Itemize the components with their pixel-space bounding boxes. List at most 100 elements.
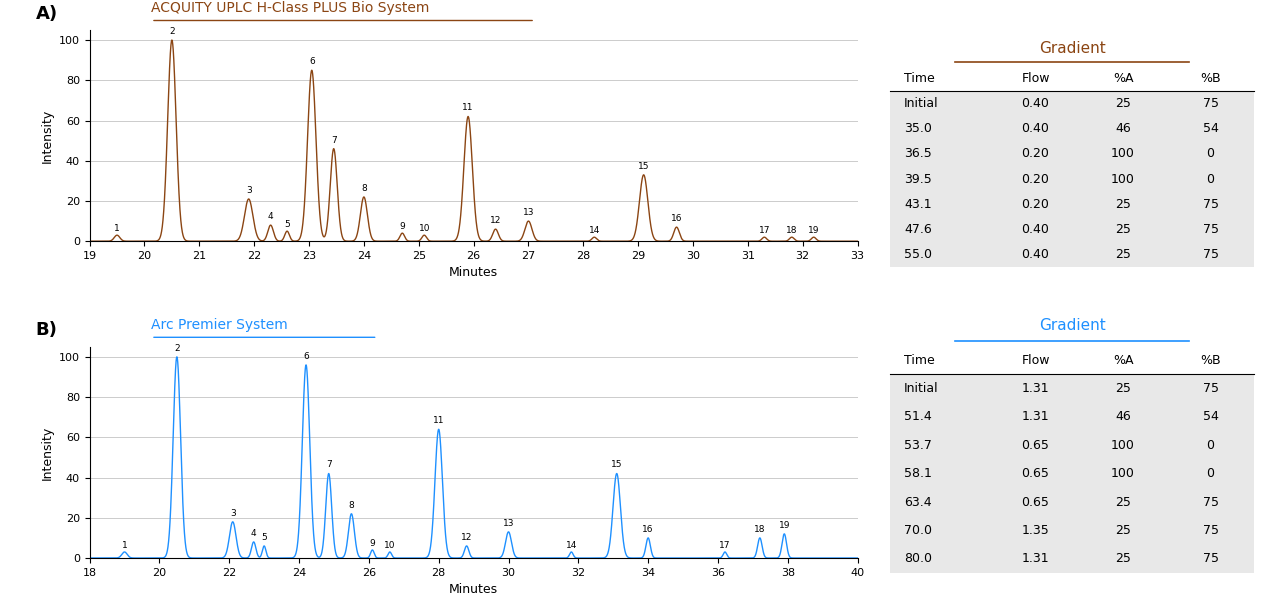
- Text: 100: 100: [1111, 173, 1135, 185]
- Bar: [1167, 91, 1254, 116]
- Bar: [1167, 167, 1254, 191]
- Bar: [992, 242, 1079, 267]
- Bar: [1167, 403, 1254, 431]
- Text: 75: 75: [1203, 553, 1219, 565]
- Text: 8: 8: [348, 501, 355, 510]
- Text: 0.65: 0.65: [1021, 467, 1050, 480]
- Bar: [992, 545, 1079, 573]
- Text: 14: 14: [589, 226, 600, 235]
- Text: 51.4: 51.4: [904, 410, 932, 424]
- Bar: [992, 191, 1079, 217]
- Text: 0.40: 0.40: [1021, 223, 1050, 236]
- Text: 4: 4: [268, 212, 274, 221]
- Text: %A: %A: [1112, 72, 1133, 85]
- Text: 0: 0: [1207, 173, 1215, 185]
- Text: Initial: Initial: [904, 97, 938, 110]
- Bar: [890, 91, 992, 116]
- Text: 0.40: 0.40: [1021, 248, 1050, 261]
- Text: 9: 9: [399, 222, 406, 231]
- Bar: [890, 545, 992, 573]
- Text: 0.20: 0.20: [1021, 148, 1050, 160]
- Text: 1: 1: [114, 224, 120, 233]
- Text: 10: 10: [419, 224, 430, 233]
- Bar: [1079, 545, 1167, 573]
- Text: 6: 6: [308, 57, 315, 66]
- Bar: [1167, 374, 1254, 403]
- Bar: [1167, 460, 1254, 488]
- Y-axis label: Intensity: Intensity: [41, 425, 54, 479]
- Text: 5: 5: [284, 220, 291, 229]
- Text: 46: 46: [1115, 410, 1132, 424]
- Text: Arc Premier System: Arc Premier System: [151, 318, 288, 332]
- Bar: [1079, 217, 1167, 242]
- Text: 2: 2: [174, 344, 179, 353]
- Text: 2: 2: [169, 27, 174, 36]
- Bar: [890, 242, 992, 267]
- Text: 15: 15: [611, 460, 622, 469]
- Bar: [1167, 516, 1254, 545]
- Bar: [1167, 431, 1254, 460]
- Text: 4: 4: [251, 529, 256, 538]
- Text: 5: 5: [261, 533, 268, 542]
- Bar: [1079, 242, 1167, 267]
- Text: 55.0: 55.0: [904, 248, 932, 261]
- Bar: [890, 431, 992, 460]
- Bar: [1079, 91, 1167, 116]
- Text: 100: 100: [1111, 439, 1135, 452]
- Text: 58.1: 58.1: [904, 467, 932, 480]
- Text: 14: 14: [566, 541, 577, 550]
- Text: Time: Time: [904, 72, 934, 85]
- Text: 25: 25: [1115, 553, 1132, 565]
- Text: 15: 15: [637, 162, 649, 171]
- Text: Gradient: Gradient: [1038, 41, 1106, 56]
- Bar: [1167, 142, 1254, 167]
- Text: 80.0: 80.0: [904, 553, 932, 565]
- Bar: [1167, 545, 1254, 573]
- Bar: [992, 403, 1079, 431]
- Text: 1.31: 1.31: [1021, 382, 1050, 395]
- Text: 8: 8: [361, 184, 367, 193]
- Text: 25: 25: [1115, 524, 1132, 537]
- Text: 75: 75: [1203, 248, 1219, 261]
- Text: Flow: Flow: [1021, 353, 1050, 367]
- Text: 1: 1: [122, 541, 128, 550]
- Bar: [1079, 167, 1167, 191]
- Text: 25: 25: [1115, 382, 1132, 395]
- Text: 12: 12: [490, 216, 502, 225]
- Bar: [1079, 142, 1167, 167]
- Text: 36.5: 36.5: [904, 148, 932, 160]
- Text: 7: 7: [326, 460, 332, 469]
- Bar: [1167, 191, 1254, 217]
- Text: B): B): [36, 322, 58, 340]
- Text: 100: 100: [1111, 467, 1135, 480]
- Text: 3: 3: [246, 186, 252, 195]
- X-axis label: Minutes: Minutes: [449, 266, 498, 280]
- Text: 100: 100: [1111, 148, 1135, 160]
- Bar: [1079, 516, 1167, 545]
- Text: 11: 11: [462, 103, 474, 112]
- Bar: [890, 191, 992, 217]
- Text: 63.4: 63.4: [904, 496, 932, 509]
- Bar: [1079, 116, 1167, 142]
- Text: 19: 19: [808, 226, 819, 235]
- Text: 19: 19: [778, 521, 790, 530]
- Text: Time: Time: [904, 353, 934, 367]
- Text: 1.31: 1.31: [1021, 410, 1050, 424]
- Bar: [1079, 374, 1167, 403]
- Text: 0.40: 0.40: [1021, 122, 1050, 136]
- Bar: [992, 91, 1079, 116]
- Text: 75: 75: [1203, 223, 1219, 236]
- Text: 25: 25: [1115, 248, 1132, 261]
- Bar: [992, 516, 1079, 545]
- Text: 43.1: 43.1: [904, 197, 932, 211]
- Text: 53.7: 53.7: [904, 439, 932, 452]
- Text: %A: %A: [1112, 353, 1133, 367]
- Bar: [1167, 242, 1254, 267]
- Text: 10: 10: [384, 541, 396, 550]
- Text: 7: 7: [330, 136, 337, 145]
- Text: 0: 0: [1207, 467, 1215, 480]
- Text: 75: 75: [1203, 382, 1219, 395]
- Bar: [1079, 403, 1167, 431]
- Bar: [1079, 191, 1167, 217]
- Bar: [1167, 217, 1254, 242]
